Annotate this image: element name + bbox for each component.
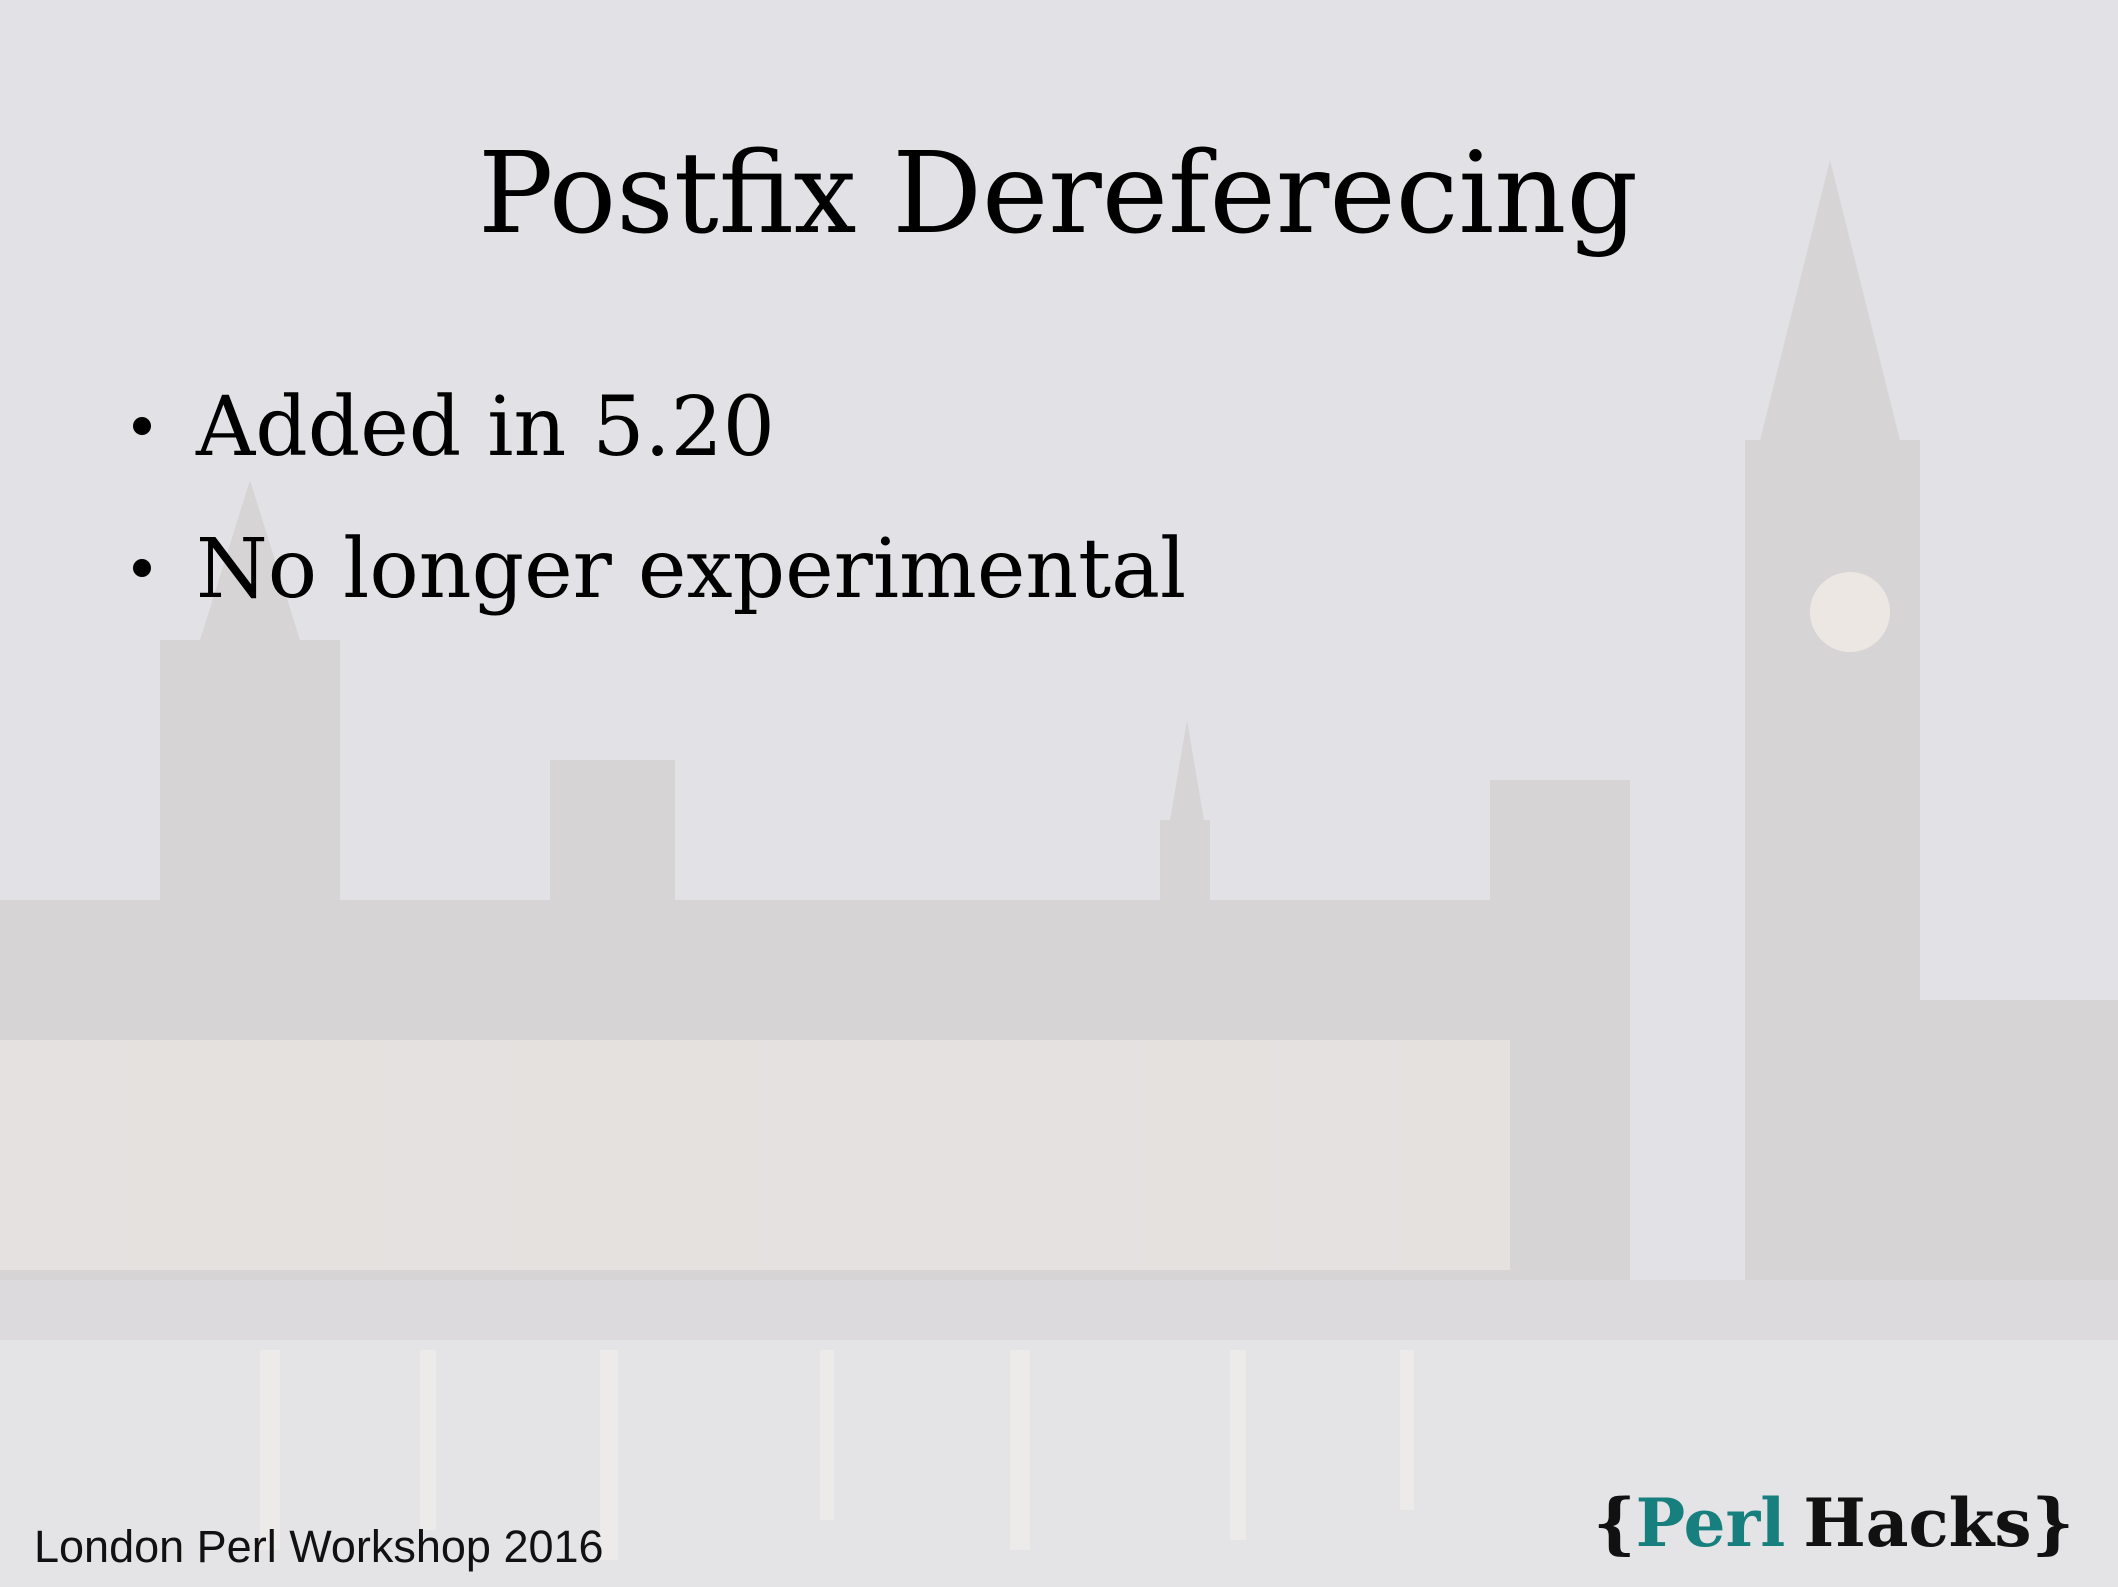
bullet-dot: [133, 559, 151, 577]
bullet-text: Added in 5.20: [195, 380, 775, 475]
footer-text: London Perl Workshop 2016: [34, 1521, 604, 1572]
logo-perl: Perl: [1636, 1484, 1786, 1562]
logo-brace: }: [2032, 1484, 2074, 1562]
logo-brace: {: [1593, 1484, 1635, 1562]
bullet-text: No longer experimental: [196, 522, 1186, 617]
slide-title: Postfix Dereferecing: [478, 129, 1638, 259]
bullet-dot: [133, 417, 151, 435]
slide: Postfix Dereferecing Added in 5.20 No lo…: [0, 0, 2118, 1587]
page: {"slide": {"title": "Postfix Dereferecin…: [0, 0, 2118, 1587]
logo-hacks: Hacks: [1803, 1484, 2031, 1562]
